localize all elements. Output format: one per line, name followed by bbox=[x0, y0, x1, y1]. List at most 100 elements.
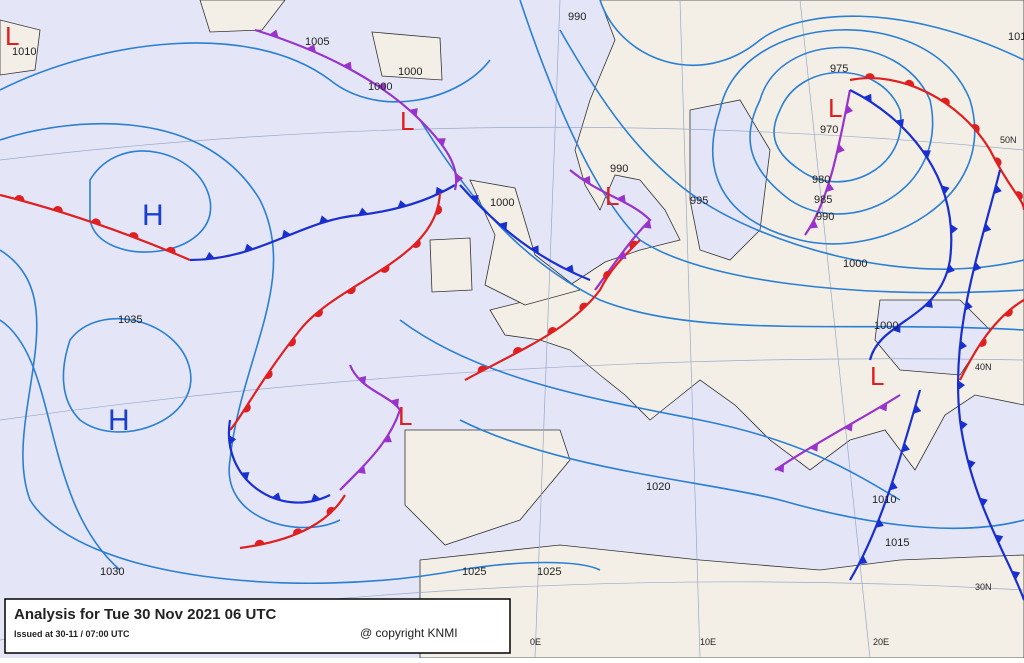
fronts bbox=[0, 28, 1024, 601]
front-symbol bbox=[383, 434, 392, 443]
front-symbol bbox=[642, 220, 652, 229]
high-label: H bbox=[108, 404, 130, 437]
front-symbol bbox=[878, 402, 888, 412]
front-symbol bbox=[993, 184, 1002, 195]
front-symbol bbox=[477, 365, 488, 373]
front-symbol bbox=[470, 194, 479, 204]
front-symbol bbox=[895, 118, 904, 128]
front-symbol bbox=[967, 459, 976, 470]
caption-copyright: @ copyright KNMI bbox=[360, 626, 458, 640]
front-symbol bbox=[904, 79, 915, 87]
front-symbol bbox=[994, 534, 1004, 544]
front-symbol bbox=[530, 245, 539, 254]
front-symbol bbox=[306, 44, 316, 53]
isobar-label: 1000 bbox=[874, 320, 898, 332]
low-label: L bbox=[870, 361, 884, 391]
front-symbol bbox=[269, 29, 279, 38]
isobar-label: 990 bbox=[568, 11, 586, 23]
front-symbol bbox=[1011, 570, 1021, 580]
front-symbol bbox=[165, 246, 176, 254]
caption-box: Analysis for Tue 30 Nov 2021 06 UTC Issu… bbox=[4, 598, 511, 654]
front-symbol bbox=[959, 340, 967, 351]
front-symbol bbox=[319, 215, 329, 224]
front-symbol bbox=[377, 82, 386, 92]
front-symbol bbox=[357, 376, 367, 385]
front-symbol bbox=[357, 465, 366, 474]
graticule-label: 30N bbox=[975, 582, 992, 592]
front-symbol bbox=[979, 497, 988, 507]
caption-title: Analysis for Tue 30 Nov 2021 06 UTC bbox=[14, 606, 276, 623]
front-symbol bbox=[128, 232, 139, 239]
low-label: L bbox=[605, 181, 619, 211]
front-symbol bbox=[412, 239, 421, 249]
front-symbol bbox=[380, 265, 390, 273]
front-symbol bbox=[875, 518, 884, 528]
isobar-label: 1025 bbox=[537, 566, 561, 578]
front-symbol bbox=[14, 195, 25, 202]
front-symbol bbox=[91, 218, 101, 226]
front-symbol bbox=[390, 398, 399, 408]
front-symbol bbox=[971, 124, 980, 133]
low-label: L bbox=[400, 106, 414, 136]
front-symbol bbox=[435, 186, 445, 196]
isobar-label: 1035 bbox=[118, 314, 142, 326]
low-label: L bbox=[5, 21, 19, 51]
front-symbol bbox=[603, 270, 611, 280]
front-symbol bbox=[397, 200, 408, 209]
isobar-label: 1025 bbox=[462, 566, 486, 578]
front-symbol bbox=[825, 182, 835, 193]
front-symbol bbox=[913, 404, 922, 415]
isobar-label: 1005 bbox=[305, 36, 329, 48]
front-symbol bbox=[843, 422, 853, 432]
isobar-label: 1000 bbox=[398, 66, 422, 78]
front-symbol bbox=[858, 555, 868, 565]
front-symbol bbox=[1015, 191, 1023, 201]
front-symbol bbox=[924, 299, 933, 308]
front-symbol bbox=[950, 224, 958, 235]
front-symbol bbox=[579, 302, 588, 312]
front-symbol bbox=[959, 420, 968, 431]
front-symbol bbox=[941, 185, 950, 195]
front-symbol bbox=[836, 143, 845, 154]
high-label: H bbox=[142, 199, 164, 232]
front-symbol bbox=[409, 108, 418, 117]
front-symbol bbox=[809, 219, 818, 229]
isobar-label: 995 bbox=[690, 195, 708, 207]
front-symbol bbox=[53, 206, 63, 213]
front-symbol bbox=[892, 324, 901, 333]
front-symbol bbox=[271, 492, 282, 501]
front-symbol bbox=[864, 73, 875, 79]
front-symbol bbox=[243, 403, 251, 413]
front-symbol bbox=[983, 223, 992, 233]
caption-issued: Issued at 30-11 / 07:00 UTC bbox=[14, 629, 130, 639]
front-symbol bbox=[547, 327, 557, 335]
low-label: L bbox=[828, 93, 842, 123]
front-symbol bbox=[1004, 308, 1013, 317]
isobar-label: 1020 bbox=[646, 481, 670, 493]
front-symbol bbox=[228, 434, 237, 445]
isobar-label: 1015 bbox=[885, 537, 909, 549]
front-symbol bbox=[435, 204, 443, 215]
front-symbol bbox=[498, 221, 508, 231]
front-symbol bbox=[244, 243, 254, 252]
front-symbol bbox=[310, 493, 321, 502]
front-symbol bbox=[293, 528, 303, 536]
front-symbol bbox=[314, 308, 323, 318]
front-symbol bbox=[901, 442, 910, 453]
front-symbol bbox=[946, 264, 955, 274]
front-symbol bbox=[358, 207, 368, 216]
front-symbol bbox=[513, 347, 523, 355]
front-symbol bbox=[845, 104, 853, 115]
front-symbol bbox=[940, 97, 950, 106]
front-symbol bbox=[775, 464, 785, 473]
isobar-label: 1000 bbox=[843, 258, 867, 270]
front-symbol bbox=[437, 138, 446, 147]
graticule-label: 40N bbox=[975, 362, 992, 372]
front-symbol bbox=[343, 61, 352, 71]
front-symbol bbox=[240, 472, 250, 481]
front-symbol bbox=[978, 337, 987, 347]
front-symbol bbox=[617, 250, 627, 259]
front-symbol bbox=[964, 300, 973, 311]
front-symbol bbox=[346, 286, 356, 295]
front-symbol bbox=[564, 264, 574, 274]
